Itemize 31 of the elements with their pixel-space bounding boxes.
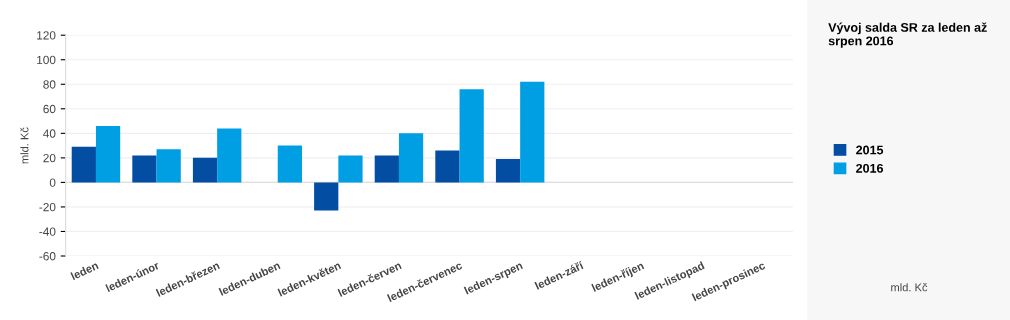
bar (71, 146, 96, 183)
bar (217, 128, 242, 183)
y-tick-label: -40 (39, 227, 56, 236)
bar (459, 89, 484, 183)
bar (374, 155, 399, 183)
bar (495, 159, 521, 183)
bar (156, 149, 181, 183)
legend-label: 2015 (856, 145, 884, 155)
y-tick-label: 60 (43, 104, 56, 114)
y-axis-title: mld. Kč (20, 127, 29, 164)
bar (277, 145, 302, 183)
y-tick-label: 120 (37, 31, 56, 40)
legend-label: 2016 (856, 163, 884, 173)
bar (132, 155, 157, 183)
x-tick-label: leden (70, 261, 99, 281)
y-tick-label: 80 (43, 80, 56, 89)
bar (192, 157, 218, 183)
y-tick-label: 0 (49, 178, 56, 187)
text: Vývoj salda SR za leden až srpen 2016 (828, 22, 987, 48)
y-tick-label: 100 (37, 55, 56, 65)
bar (314, 182, 339, 211)
y-tick-label: 20 (43, 153, 56, 163)
bar (95, 125, 121, 183)
y-tick-label: 40 (43, 129, 56, 138)
bar (398, 133, 424, 183)
bar (520, 81, 545, 183)
text: mld. Kč (891, 283, 928, 292)
bar (435, 150, 460, 183)
y-tick-label: -20 (39, 202, 56, 212)
y-tick-label: -60 (39, 252, 56, 261)
bar (338, 155, 363, 183)
